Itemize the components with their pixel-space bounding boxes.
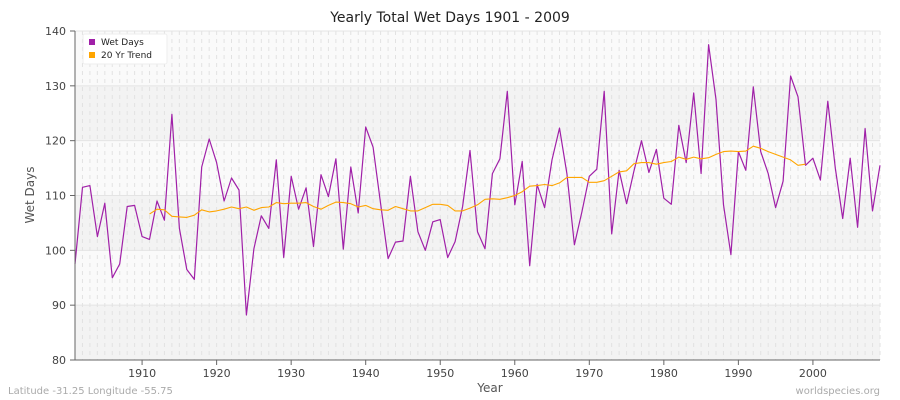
x-tick-label: 1950 [426,367,454,380]
y-tick-label: 110 [45,190,66,203]
x-tick-label: 1920 [203,367,231,380]
legend: Wet Days 20 Yr Trend [82,33,168,65]
wet-days-line [74,44,881,316]
x-axis-label: Year [476,381,502,395]
legend-label-wet-days: Wet Days [101,38,144,48]
x-tick-label: 1930 [277,367,305,380]
x-tick-label: 2000 [799,367,827,380]
footer-location: Latitude -31.25 Longitude -55.75 [8,386,173,397]
legend-swatch-wet-days [89,39,95,45]
x-tick-label: 1910 [128,367,156,380]
x-tick-label: 1990 [724,367,752,380]
y-tick-label: 120 [45,135,66,148]
x-tick-label: 1940 [352,367,380,380]
chart-title: Yearly Total Wet Days 1901 - 2009 [329,10,570,26]
y-tick-label: 90 [52,299,66,312]
y-tick-label: 80 [52,354,66,367]
y-tick-label: 130 [45,80,66,93]
y-tick-label: 100 [45,244,66,257]
y-tick-label: 140 [45,25,66,38]
x-tick-label: 1970 [575,367,603,380]
legend-swatch-trend [89,52,95,58]
y-axis-label: Wet Days [23,166,37,223]
footer-source: worldspecies.org [796,386,880,397]
legend-label-trend: 20 Yr Trend [101,51,152,61]
trend-line [149,145,806,218]
legend-box [82,33,168,65]
x-tick-label: 1980 [650,367,678,380]
x-tick-label: 1960 [501,367,529,380]
